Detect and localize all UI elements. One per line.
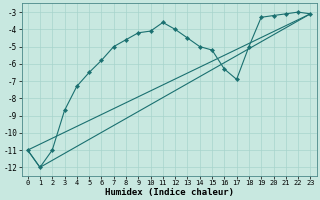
X-axis label: Humidex (Indice chaleur): Humidex (Indice chaleur) (105, 188, 234, 197)
